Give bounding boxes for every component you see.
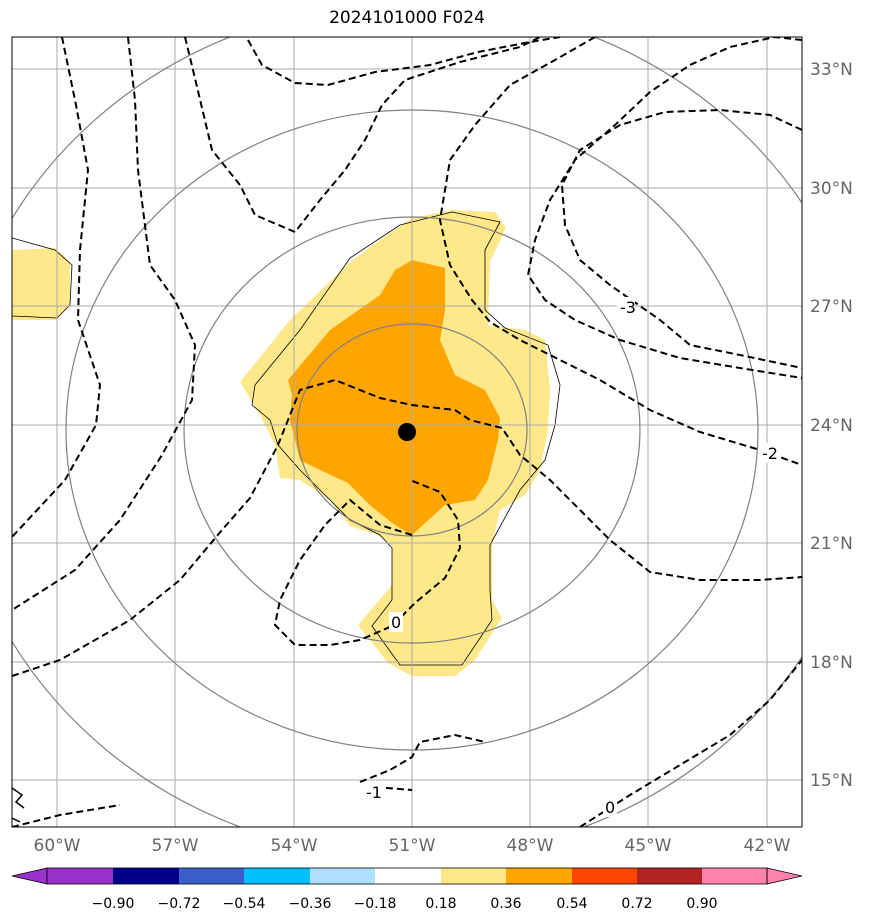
colorbar-segment [244, 868, 310, 884]
colorbar-tick: 0.18 [425, 896, 456, 912]
lat-tick-labels: 33°N 30°N 27°N 24°N 21°N 18°N 15°N [810, 60, 853, 791]
colorbar-segment [572, 868, 637, 884]
colorbar-frame [46, 867, 768, 885]
lon-tick: 54°W [271, 836, 318, 856]
colorbar-segment [113, 868, 179, 884]
range-rings [12, 37, 802, 827]
map-panel: -3 -2 -1 0 0 [12, 37, 802, 827]
lat-tick: 33°N [810, 60, 853, 80]
contour-label-neg1: -1 [366, 783, 382, 802]
contour-label-zero-1: 0 [391, 613, 401, 632]
colorbar-segment [506, 868, 572, 884]
colorbar-tick: 0.54 [556, 896, 587, 912]
lon-tick-labels: 60°W 57°W 54°W 51°W 48°W 45°W 42°W [34, 836, 791, 856]
lon-tick: 42°W [744, 836, 791, 856]
lon-tick: 60°W [34, 836, 81, 856]
outline-contours [12, 211, 561, 666]
lat-tick: 27°N [810, 297, 853, 317]
colorbar [11, 867, 803, 885]
colorbar-segment [441, 868, 506, 884]
colorbar-tick: 0.36 [490, 896, 521, 912]
colorbar-tick: −0.54 [223, 896, 266, 912]
colorbar-tick: −0.18 [354, 896, 397, 912]
contour-label-zero-2: 0 [605, 798, 615, 817]
anomaly-shading-dark [288, 260, 500, 535]
colorbar-tick: −0.90 [92, 896, 135, 912]
lon-tick: 57°W [152, 836, 199, 856]
lat-tick: 30°N [810, 179, 853, 199]
lat-tick: 18°N [810, 653, 853, 673]
lat-tick: 15°N [810, 771, 853, 791]
lat-tick: 21°N [810, 534, 853, 554]
coastline [12, 787, 25, 823]
storm-center-marker [398, 423, 416, 441]
colorbar-extend-right [766, 867, 803, 885]
colorbar-segment [702, 868, 767, 884]
colorbar-tick: 0.90 [686, 896, 717, 912]
lat-tick: 24°N [810, 416, 853, 436]
colorbar-tick: −0.36 [289, 896, 332, 912]
contour-label-neg3: -3 [620, 298, 636, 317]
contour-labels: -3 -2 -1 0 0 [364, 297, 780, 817]
colorbar-tick-labels: −0.90 −0.72 −0.54 −0.36 −0.18 0.18 0.36 … [92, 896, 718, 912]
colorbar-segment [179, 868, 244, 884]
lon-tick: 51°W [389, 836, 436, 856]
map-title: 2024101000 F024 [329, 8, 485, 28]
dashed-contours [12, 37, 802, 827]
colorbar-tick: 0.72 [621, 896, 652, 912]
colorbar-segment [310, 868, 375, 884]
colorbar-extend-left [11, 867, 48, 885]
lon-tick: 45°W [625, 836, 672, 856]
colorbar-segment [47, 868, 113, 884]
colorbar-segment [375, 868, 441, 884]
colorbar-tick: −0.72 [158, 896, 201, 912]
lon-tick: 48°W [507, 836, 554, 856]
map-frame [11, 36, 803, 828]
contour-label-neg2: -2 [762, 444, 778, 463]
colorbar-segment [637, 868, 702, 884]
